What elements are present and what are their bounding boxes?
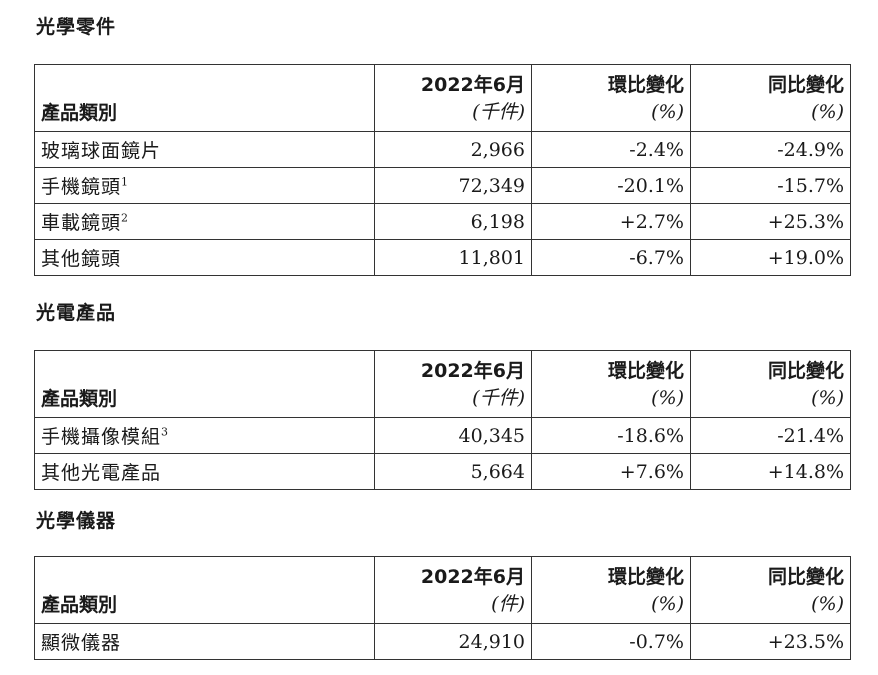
- row-yoy: -15.7%: [690, 167, 851, 204]
- table-row: 手機鏡頭1 72,349 -20.1% -15.7%: [34, 167, 851, 204]
- row-value: 72,349: [374, 167, 532, 204]
- header-yoy-unit: (%): [811, 593, 844, 615]
- header-mom-unit: (%): [651, 101, 684, 123]
- header-month-unit: (件): [491, 593, 525, 615]
- header-month: 2022年6月 (千件): [374, 64, 532, 132]
- header-category: 產品類別: [34, 556, 375, 624]
- header-month-unit: (千件): [472, 101, 525, 123]
- header-mom-label: 環比變化: [607, 360, 684, 382]
- row-name-text: 玻璃球面鏡片: [41, 140, 162, 162]
- header-month: 2022年6月 (千件): [374, 350, 532, 418]
- row-mom: -18.6%: [531, 417, 691, 454]
- header-mom-unit: (%): [651, 387, 684, 409]
- header-yoy: 同比變化 (%): [690, 64, 851, 132]
- section-title-optoelectronic-products: 光電產品: [36, 302, 117, 324]
- header-yoy-label: 同比變化: [767, 566, 844, 588]
- header-mom: 環比變化 (%): [531, 64, 691, 132]
- row-name: 其他鏡頭: [34, 239, 375, 276]
- row-value: 24,910: [374, 623, 532, 660]
- row-name: 車載鏡頭2: [34, 203, 375, 240]
- row-name: 手機鏡頭1: [34, 167, 375, 204]
- footnote-marker: 2: [121, 211, 130, 225]
- section-title-optical-components: 光學零件: [36, 16, 117, 38]
- row-yoy: +14.8%: [690, 453, 851, 490]
- header-yoy: 同比變化 (%): [690, 556, 851, 624]
- optoelectronic-products-table: 產品類別 2022年6月 (千件) 環比變化 (%) 同比變化 (%) 手機攝像…: [34, 350, 851, 490]
- row-yoy: -24.9%: [690, 131, 851, 168]
- row-name: 玻璃球面鏡片: [34, 131, 375, 168]
- header-month-label: 2022年6月: [420, 360, 525, 382]
- row-mom: -0.7%: [531, 623, 691, 660]
- header-yoy-label: 同比變化: [767, 74, 844, 96]
- header-yoy: 同比變化 (%): [690, 350, 851, 418]
- row-name-text: 其他鏡頭: [41, 248, 122, 270]
- header-month-label: 2022年6月: [420, 566, 525, 588]
- footnote-marker: 3: [161, 425, 170, 439]
- optical-components-table: 產品類別 2022年6月 (千件) 環比變化 (%) 同比變化 (%) 玻璃球面…: [34, 64, 851, 276]
- optical-instruments-table: 產品類別 2022年6月 (件) 環比變化 (%) 同比變化 (%) 顯微儀器 …: [34, 556, 851, 660]
- row-name-text: 手機攝像模組: [41, 426, 162, 448]
- table-row: 車載鏡頭2 6,198 +2.7% +25.3%: [34, 203, 851, 240]
- row-name-text: 顯微儀器: [41, 632, 122, 654]
- header-yoy-unit: (%): [811, 101, 844, 123]
- row-value: 11,801: [374, 239, 532, 276]
- row-name-text: 其他光電產品: [41, 462, 162, 484]
- table-row: 手機攝像模組3 40,345 -18.6% -21.4%: [34, 417, 851, 454]
- row-name-text: 車載鏡頭: [41, 212, 122, 234]
- header-category: 產品類別: [34, 350, 375, 418]
- row-yoy: -21.4%: [690, 417, 851, 454]
- section-title-optical-instruments: 光學儀器: [36, 510, 117, 532]
- table-header-row: 產品類別 2022年6月 (千件) 環比變化 (%) 同比變化 (%): [34, 350, 851, 418]
- row-name: 其他光電產品: [34, 453, 375, 490]
- footnote-marker: 1: [121, 175, 130, 189]
- row-name: 顯微儀器: [34, 623, 375, 660]
- row-mom: -2.4%: [531, 131, 691, 168]
- row-yoy: +25.3%: [690, 203, 851, 240]
- table-row: 其他鏡頭 11,801 -6.7% +19.0%: [34, 239, 851, 276]
- header-month-label: 2022年6月: [420, 74, 525, 96]
- row-value: 2,966: [374, 131, 532, 168]
- row-mom: -20.1%: [531, 167, 691, 204]
- row-name-text: 手機鏡頭: [41, 176, 122, 198]
- table-header-row: 產品類別 2022年6月 (件) 環比變化 (%) 同比變化 (%): [34, 556, 851, 624]
- row-name: 手機攝像模組3: [34, 417, 375, 454]
- table-header-row: 產品類別 2022年6月 (千件) 環比變化 (%) 同比變化 (%): [34, 64, 851, 132]
- header-mom-label: 環比變化: [607, 566, 684, 588]
- row-mom: +7.6%: [531, 453, 691, 490]
- header-mom-label: 環比變化: [607, 74, 684, 96]
- row-mom: +2.7%: [531, 203, 691, 240]
- header-yoy-unit: (%): [811, 387, 844, 409]
- table-row: 顯微儀器 24,910 -0.7% +23.5%: [34, 623, 851, 660]
- header-mom: 環比變化 (%): [531, 556, 691, 624]
- row-yoy: +23.5%: [690, 623, 851, 660]
- header-month: 2022年6月 (件): [374, 556, 532, 624]
- header-category: 產品類別: [34, 64, 375, 132]
- row-yoy: +19.0%: [690, 239, 851, 276]
- header-mom-unit: (%): [651, 593, 684, 615]
- row-mom: -6.7%: [531, 239, 691, 276]
- table-row: 玻璃球面鏡片 2,966 -2.4% -24.9%: [34, 131, 851, 168]
- header-mom: 環比變化 (%): [531, 350, 691, 418]
- table-row: 其他光電產品 5,664 +7.6% +14.8%: [34, 453, 851, 490]
- header-month-unit: (千件): [472, 387, 525, 409]
- row-value: 5,664: [374, 453, 532, 490]
- row-value: 6,198: [374, 203, 532, 240]
- row-value: 40,345: [374, 417, 532, 454]
- header-yoy-label: 同比變化: [767, 360, 844, 382]
